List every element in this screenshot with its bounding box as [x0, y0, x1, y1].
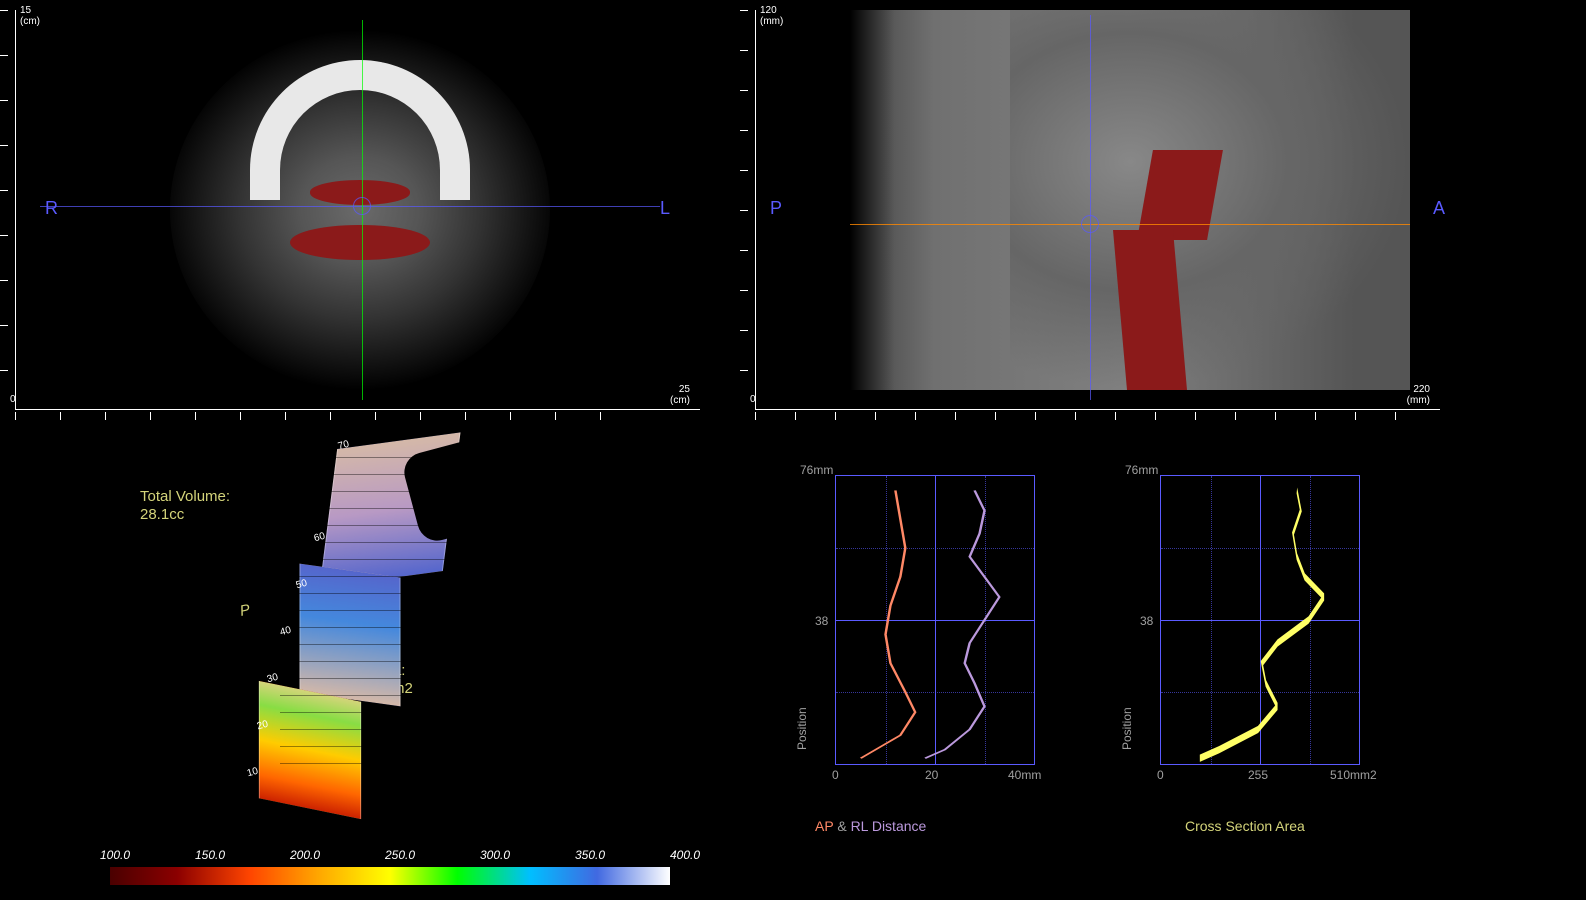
sagittal-scan-image	[850, 10, 1410, 390]
airway-3d-render[interactable]	[280, 440, 480, 840]
cs-y-mid: 38	[1140, 614, 1153, 628]
sagittal-view[interactable]: P A 120 (mm) 0 220 (mm)	[740, 0, 1460, 420]
axial-ruler-br-unit: (cm)	[670, 395, 690, 406]
sagittal-crosshair-vertical[interactable]	[1090, 15, 1091, 400]
spectrum-label-4: 300.0	[480, 848, 510, 862]
ap-rl-chart-svg	[836, 476, 1034, 764]
axial-view[interactable]: R L 15 (cm) 0 25 (cm)	[0, 0, 720, 420]
cs-x-min: 0	[1157, 768, 1164, 782]
sagittal-ruler-top-unit: (mm)	[760, 16, 783, 27]
sagittal-orient-anterior: A	[1433, 198, 1445, 219]
sagittal-orient-posterior: P	[770, 198, 782, 219]
total-volume-label: Total Volume:	[140, 488, 230, 505]
axial-ruler-br-value: 25	[679, 384, 690, 395]
cs-y-top: 76mm	[1125, 463, 1158, 477]
render-3d-view[interactable]: Total Volume: 28.1cc P A Min Area: 190.7…	[0, 430, 720, 900]
spectrum-label-3: 250.0	[385, 848, 415, 862]
ap-rl-x-min: 0	[832, 768, 839, 782]
cross-section-chart[interactable]	[1160, 475, 1360, 765]
render-orient-p: P	[238, 601, 251, 620]
airway-overlay-2	[290, 225, 430, 260]
ap-rl-y-mid: 38	[815, 614, 828, 628]
sagittal-ruler-origin: 0	[750, 394, 756, 405]
spectrum-label-1: 150.0	[195, 848, 225, 862]
axial-crosshair-horizontal[interactable]	[40, 206, 660, 207]
ap-title-part: AP	[815, 818, 833, 834]
cross-section-chart-svg	[1161, 476, 1359, 764]
axial-ruler-horizontal	[15, 409, 700, 410]
sagittal-ruler-top-value: 120	[760, 5, 777, 16]
spectrum-label-2: 200.0	[290, 848, 320, 862]
depth-tick-10: 10	[246, 766, 260, 780]
depth-tick-30: 30	[266, 672, 280, 686]
axial-ruler-origin: 0	[10, 394, 16, 405]
ap-rl-and: &	[833, 818, 850, 834]
axial-orient-left: L	[660, 198, 670, 219]
spectrum-label-5: 350.0	[575, 848, 605, 862]
ap-rl-x-mid: 20	[925, 768, 938, 782]
ap-rl-y-top: 76mm	[800, 463, 833, 477]
ap-rl-position-label: Position	[795, 707, 809, 750]
cs-x-max: 510mm2	[1330, 768, 1377, 782]
charts-panel: 76mm 38 Position 0 20 40mm AP & RL Dista…	[740, 430, 1460, 900]
rl-title-part: RL Distance	[851, 818, 927, 834]
airway-slice-lines	[280, 440, 480, 780]
spectrum-label-6: 400.0	[670, 848, 700, 862]
spectrum-label-0: 100.0	[100, 848, 130, 862]
axial-crosshair-center[interactable]	[353, 197, 371, 215]
sagittal-ruler-br-unit: (mm)	[1407, 395, 1430, 406]
cs-position-label: Position	[1120, 707, 1134, 750]
ap-rl-x-max: 40mm	[1008, 768, 1041, 782]
axial-ruler-vertical	[15, 10, 16, 410]
cs-x-mid: 255	[1248, 768, 1268, 782]
axial-orient-right: R	[45, 198, 58, 219]
ap-rl-title: AP & RL Distance	[815, 818, 926, 834]
ap-rl-chart[interactable]	[835, 475, 1035, 765]
axial-ruler-top-unit: (cm)	[20, 16, 40, 27]
sagittal-crosshair-center[interactable]	[1081, 215, 1099, 233]
teeth-arch	[250, 60, 470, 200]
color-spectrum-bar	[110, 867, 670, 885]
axial-ruler-top-value: 15	[20, 5, 31, 16]
sagittal-ruler-horizontal	[755, 409, 1440, 410]
cross-section-title: Cross Section Area	[1185, 818, 1305, 834]
sagittal-ruler-br-value: 220	[1413, 384, 1430, 395]
sagittal-crosshair-horizontal[interactable]	[850, 224, 1410, 225]
sagittal-ruler-vertical	[755, 10, 756, 410]
total-volume-value: 28.1cc	[140, 506, 184, 523]
